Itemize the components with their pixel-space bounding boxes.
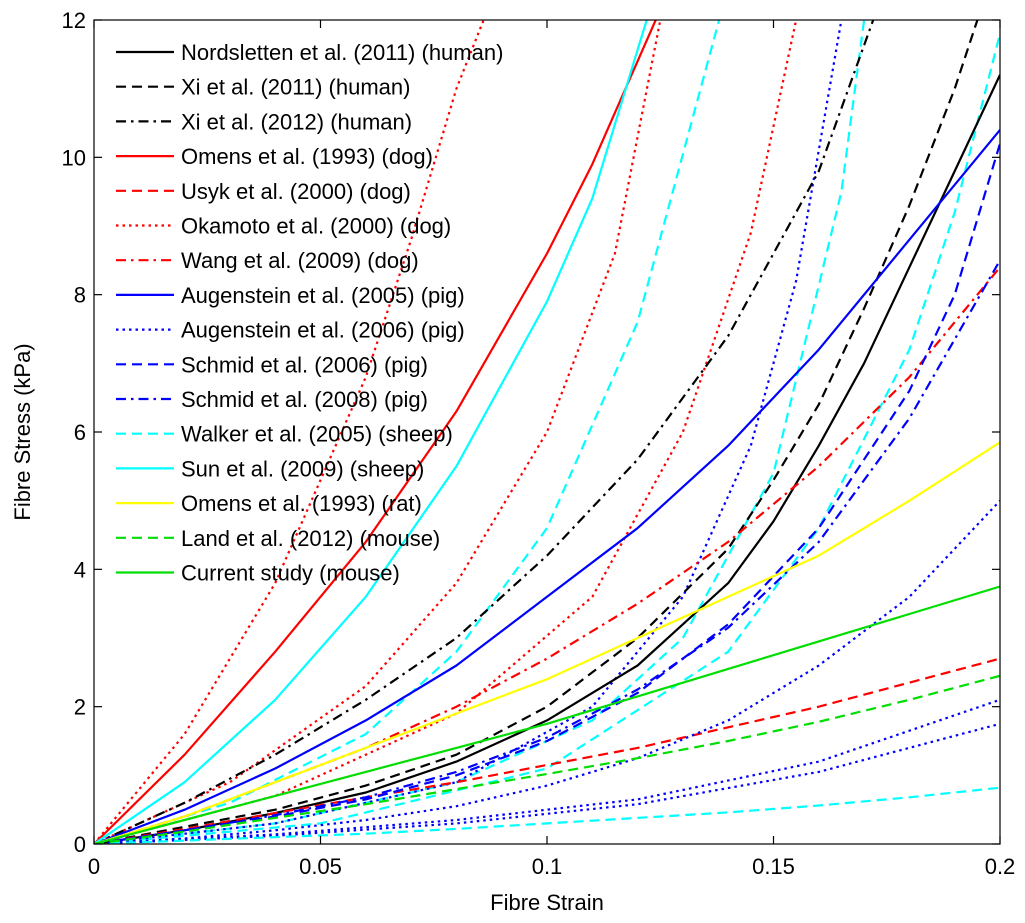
extra-series-line-2 [94, 20, 721, 844]
legend-label: Wang et al. (2009) (dog) [181, 248, 419, 273]
legend-label: Xi et al. (2011) (human) [181, 75, 410, 100]
series-line-7 [94, 129, 1000, 844]
series-line-4 [94, 657, 1000, 844]
series-lines [94, 20, 1000, 844]
extra-series-line-3 [94, 20, 866, 844]
y-tick-label: 0 [74, 832, 86, 857]
legend-label: Omens et al. (1993) (dog) [181, 144, 433, 169]
legend-label: Omens et al. (1993) (rat) [181, 491, 422, 516]
extra-series-line-7 [94, 698, 1000, 844]
series-line-1 [94, 20, 979, 844]
x-tick-label: 0.15 [752, 854, 795, 879]
series-line-12 [94, 20, 648, 844]
series-line-10 [94, 259, 1000, 844]
axis-ticks: 0 0.05 0.1 0.15 0.2 0 2 4 6 8 10 12 [62, 8, 1016, 879]
extra-series-line-1 [94, 20, 798, 844]
series-line-5 [94, 20, 485, 844]
x-axis-label: Fibre Strain [490, 890, 604, 915]
legend-label: Augenstein et al. (2006) (pig) [181, 318, 465, 343]
legend-label: Okamoto et al. (2000) (dog) [181, 214, 451, 239]
series-line-11 [94, 786, 1000, 844]
legend: Nordsletten et al. (2011) (human) Xi et a… [116, 40, 503, 586]
y-tick-label: 4 [74, 557, 86, 582]
series-line-3 [94, 20, 657, 844]
legend-label: Augenstein et al. (2005) (pig) [181, 283, 465, 308]
legend-label: Walker et al. (2005) (sheep) [181, 422, 453, 447]
y-tick-label: 10 [62, 145, 86, 170]
y-tick-label: 8 [74, 283, 86, 308]
legend-label: Land et al. (2012) (mouse) [181, 526, 440, 551]
legend-label: Schmid et al. (2006) (pig) [181, 352, 428, 377]
legend-label: Schmid et al. (2008) (pig) [181, 387, 428, 412]
series-line-13 [94, 441, 1000, 844]
series-line-2 [94, 20, 875, 844]
x-tick-label: 0.2 [985, 854, 1016, 879]
x-tick-label: 0.1 [532, 854, 563, 879]
y-axis-label: Fibre Stress (kPa) [10, 343, 35, 520]
x-tick-label: 0 [88, 854, 100, 879]
series-line-9 [94, 143, 1000, 844]
legend-label: Usyk et al. (2000) (dog) [181, 179, 411, 204]
legend-label: Xi et al. (2012) (human) [181, 109, 412, 134]
y-tick-label: 6 [74, 420, 86, 445]
extra-series-line-4 [94, 33, 1000, 844]
y-tick-label: 12 [62, 8, 86, 33]
legend-label: Sun et al. (2009) (sheep) [181, 456, 424, 481]
legend-label: Current study (mouse) [181, 561, 400, 586]
extra-series-line-0 [94, 20, 662, 844]
x-tick-label: 0.05 [299, 854, 342, 879]
series-line-14 [94, 674, 1000, 844]
series-line-8 [94, 499, 1000, 844]
y-tick-label: 2 [74, 695, 86, 720]
series-line-15 [94, 585, 1000, 844]
legend-label: Nordsletten et al. (2011) (human) [181, 40, 503, 65]
